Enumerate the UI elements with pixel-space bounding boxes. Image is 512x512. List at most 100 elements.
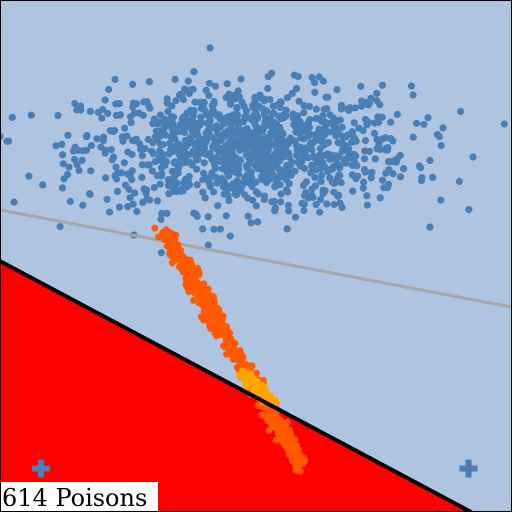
clean-point (247, 219, 255, 227)
clean-point (292, 85, 301, 93)
clean-point (184, 77, 192, 85)
clean-point (10, 198, 18, 206)
clean-point (243, 162, 251, 170)
clean-point (129, 200, 137, 208)
clean-point (267, 129, 275, 137)
clean-point (205, 125, 213, 133)
cross-marker (459, 459, 478, 478)
clean-point (233, 103, 241, 112)
clean-point (54, 112, 62, 120)
clean-point (318, 117, 326, 125)
poison-point (172, 231, 180, 239)
clean-point (426, 156, 434, 165)
clean-point (262, 158, 270, 167)
clean-point (364, 101, 373, 109)
clean-point (234, 87, 242, 95)
clean-point (99, 105, 107, 114)
clean-point (106, 208, 114, 216)
clean-point (424, 114, 432, 122)
clean-point (261, 113, 270, 121)
poison-point (215, 312, 223, 320)
clean-point (335, 171, 343, 179)
clean-point (244, 128, 252, 136)
clean-point (211, 82, 219, 90)
clean-point (312, 114, 320, 123)
clean-point (300, 102, 308, 110)
clean-point (457, 107, 465, 116)
clean-point (329, 165, 337, 173)
clean-point (437, 142, 445, 150)
clean-point (271, 207, 279, 215)
clean-point (465, 206, 473, 214)
poison-point (219, 326, 227, 334)
clean-point (111, 172, 119, 180)
clean-point (254, 218, 262, 226)
poison-point (253, 369, 260, 377)
clean-point (413, 119, 421, 127)
clean-point (169, 187, 178, 196)
clean-point (165, 181, 173, 189)
clean-point (129, 80, 137, 88)
clean-point (361, 155, 369, 163)
clean-point (304, 194, 312, 202)
clean-point (179, 95, 187, 104)
clean-point (262, 134, 270, 142)
clean-point (156, 111, 165, 119)
clean-point (342, 159, 350, 167)
poison-point (184, 285, 192, 292)
clean-point (285, 207, 293, 215)
clean-point (280, 114, 288, 122)
clean-point (337, 179, 345, 187)
clean-point (103, 195, 111, 203)
clean-point (282, 176, 290, 184)
clean-point (210, 97, 218, 106)
clean-point (232, 114, 240, 122)
clean-point (350, 158, 358, 166)
clean-point (157, 249, 165, 257)
clean-point (71, 99, 79, 108)
clean-point (297, 134, 305, 142)
clean-point (71, 155, 79, 163)
clean-point (200, 98, 208, 106)
clean-point (39, 181, 47, 189)
clean-point (161, 131, 170, 139)
clean-point (140, 98, 148, 106)
clean-point (321, 187, 329, 195)
clean-point (79, 201, 87, 209)
clean-point (149, 139, 157, 147)
clean-point (78, 156, 86, 164)
clean-point (27, 111, 35, 119)
clean-point (237, 75, 245, 83)
clean-point (245, 177, 253, 185)
clean-point (396, 173, 405, 181)
clean-point (226, 100, 235, 108)
clean-point (218, 165, 226, 173)
clean-point (115, 203, 124, 211)
clean-point (174, 166, 182, 175)
clean-point (133, 207, 141, 216)
clean-point (191, 98, 199, 106)
clean-point (159, 141, 167, 149)
poison-point (162, 234, 170, 242)
clean-point (275, 147, 283, 155)
clean-point (244, 194, 252, 202)
poison-point (168, 252, 175, 260)
clean-point (87, 141, 95, 150)
clean-point (138, 152, 146, 160)
clean-point (185, 158, 193, 166)
clean-points-layer (0, 44, 508, 276)
clean-point (110, 153, 118, 161)
clean-point (426, 223, 434, 231)
clean-point (221, 116, 229, 124)
clean-point (280, 153, 288, 161)
cross-marker (31, 459, 50, 478)
clean-point (112, 100, 120, 108)
clean-point (222, 158, 230, 167)
clean-point (337, 101, 346, 109)
clean-point (193, 181, 201, 189)
clean-point (469, 153, 477, 161)
clean-point (268, 69, 276, 77)
clean-point (258, 147, 267, 155)
clean-point (329, 114, 338, 122)
clean-point (60, 175, 68, 183)
